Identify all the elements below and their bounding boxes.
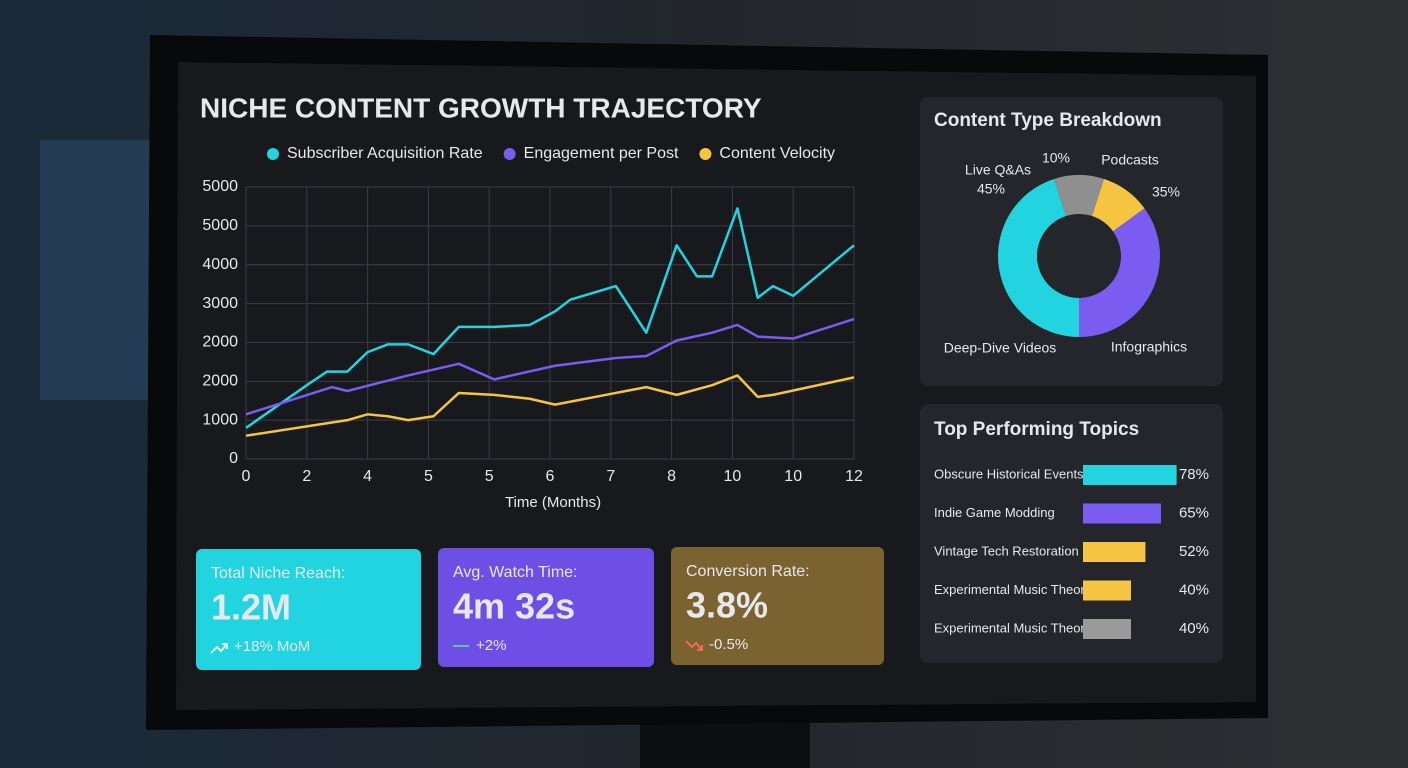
y-tick-label: 5000 [202, 178, 238, 195]
series-line [245, 317, 855, 416]
x-tick-label: 12 [845, 468, 863, 485]
x-tick-label: 4 [363, 468, 372, 485]
legend-label: Content Velocity [719, 145, 835, 162]
topic-value-label: 40% [1179, 620, 1209, 637]
donut-category-label: Deep-Dive Videos [944, 340, 1057, 356]
topic-bar [1083, 542, 1146, 562]
series-line [245, 207, 855, 429]
topic-label: Vintage Tech Restoration [934, 543, 1079, 558]
topic-value-label: 52% [1179, 543, 1209, 560]
donut-value-label: 10% [1042, 150, 1070, 166]
topic-value-label: 78% [1179, 466, 1209, 483]
x-tick-label: 8 [667, 468, 676, 485]
topic-label: Experimental Music Theory [934, 582, 1092, 597]
dashboard-title: NICHE CONTENT GROWTH TRAJECTORY [200, 92, 762, 123]
kpi-value: 4m 32s [453, 586, 575, 627]
legend-label: Subscriber Acquisition Rate [287, 145, 483, 162]
donut-category-label: Live Q&As [965, 162, 1031, 178]
x-tick-label: 5 [485, 468, 494, 485]
kpi-value: 1.2M [211, 587, 291, 628]
donut-value-label: 45% [977, 181, 1005, 197]
y-tick-label: 3000 [202, 295, 238, 312]
x-tick-label: 10 [724, 468, 742, 485]
kpi-label: Conversion Rate: [686, 563, 810, 580]
kpi-value: 3.8% [686, 585, 768, 626]
topic-bar [1083, 503, 1161, 524]
donut-category-label: Podcasts [1101, 152, 1159, 168]
kpi-card [438, 548, 654, 667]
series-line [245, 374, 855, 437]
topic-label: Indie Game Modding [934, 505, 1055, 520]
donut-panel [920, 97, 1223, 386]
topic-value-label: 40% [1179, 581, 1209, 598]
topic-label: Obscure Historical Events [934, 466, 1084, 481]
kpi-card [196, 549, 421, 670]
topics-title: Top Performing Topics [934, 419, 1139, 440]
donut-title: Content Type Breakdown [934, 110, 1162, 131]
donut-value-label: 35% [1152, 184, 1180, 200]
legend-swatch [267, 148, 279, 160]
topic-bar [1083, 580, 1131, 601]
kpi-label: Total Niche Reach: [211, 565, 345, 582]
kpi-trend-icon [685, 640, 703, 651]
kpi-label: Avg. Watch Time: [453, 564, 577, 581]
x-tick-label: 7 [606, 468, 615, 485]
x-tick-label: 10 [784, 468, 802, 485]
window-glow [40, 140, 150, 400]
y-tick-label: 5000 [202, 217, 238, 234]
x-tick-label: 2 [302, 468, 311, 485]
kpi-change: +18% MoM [234, 638, 310, 655]
kpi-card [671, 547, 884, 665]
legend-label: Engagement per Post [524, 145, 679, 162]
topic-bar [1083, 465, 1177, 485]
y-tick-label: 2000 [202, 373, 238, 390]
topic-bar [1083, 619, 1131, 639]
x-tick-label: 0 [242, 468, 251, 485]
kpi-trend-icon [210, 643, 228, 654]
x-tick-label: 6 [546, 468, 555, 485]
y-tick-label: 1000 [202, 411, 238, 428]
donut-segment [998, 178, 1079, 337]
y-tick-label: 4000 [202, 256, 238, 273]
kpi-change: -0.5% [709, 636, 748, 653]
legend-swatch [699, 148, 712, 160]
donut-segment [1091, 178, 1145, 232]
y-tick-label: 0 [229, 450, 238, 467]
y-tick-label: 2000 [202, 334, 238, 351]
legend-swatch [503, 148, 516, 160]
topic-label: Experimental Music Theory [934, 620, 1092, 635]
x-tick-label: 5 [424, 468, 433, 485]
topic-value-label: 65% [1179, 504, 1209, 521]
donut-category-label: Infographics [1111, 339, 1187, 355]
x-axis-label: Time (Months) [505, 494, 601, 511]
donut-segment [1053, 174, 1105, 217]
kpi-change: +2% [476, 637, 506, 654]
donut-segment [1079, 208, 1160, 337]
